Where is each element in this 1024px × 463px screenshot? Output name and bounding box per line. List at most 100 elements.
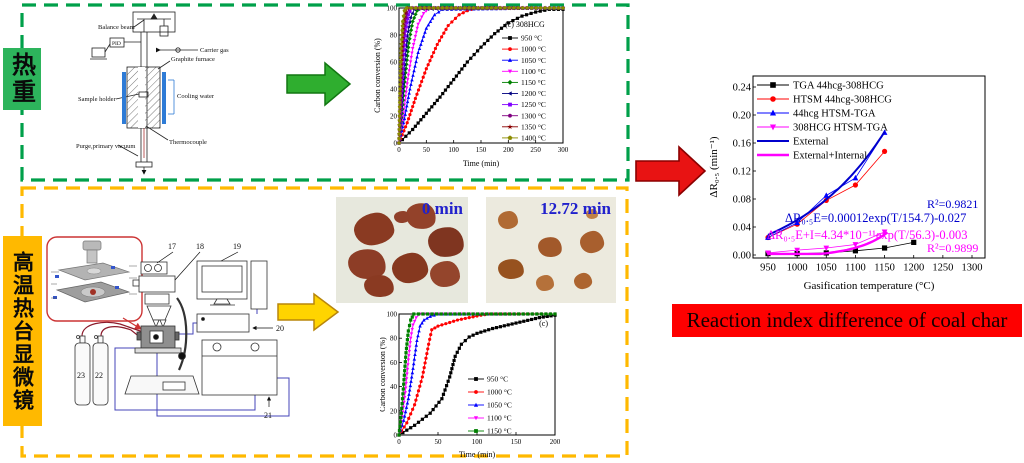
svg-text:Carbon conversion (%): Carbon conversion (%) [373,38,382,113]
svg-text:150: 150 [476,146,487,154]
svg-text:ΔR₀.₅E+I=4.34*10⁻¹¹exp(T/56.3): ΔR₀.₅E+I=4.34*10⁻¹¹exp(T/56.3)-0.003 [767,228,967,242]
gas-cylinders-drawing [74,335,109,406]
svg-text:1350 °C: 1350 °C [521,122,546,131]
svg-text:80: 80 [390,335,398,343]
svg-text:100: 100 [387,4,398,12]
svg-text:Time (min): Time (min) [459,450,496,459]
svg-text:60: 60 [390,359,398,367]
svg-text:(c) 308HCG: (c) 308HCG [505,20,545,29]
callout-21: 21 [264,411,272,420]
callout-23: 23 [77,371,85,380]
svg-text:950 °C: 950 °C [487,375,508,384]
computer-monitor-drawing [196,260,268,310]
svg-text:0.04: 0.04 [733,223,752,234]
svg-text:1150: 1150 [874,263,895,274]
chart-series [397,312,557,437]
char-particle [572,271,594,291]
svg-text:0: 0 [397,146,401,154]
char-particle [426,225,466,259]
callout-18: 18 [196,242,204,251]
svg-text:44hcg HTSM-TGA: 44hcg HTSM-TGA [793,109,876,120]
svg-text:50: 50 [423,146,431,154]
svg-text:60: 60 [390,58,398,66]
svg-text:1000: 1000 [787,263,808,274]
chart-legend: TGA 44hcg-308HCG HTSM 44hcg-308HCG 44hcg H… [757,81,892,162]
carrier-gas-label: Carrier gas [200,47,229,54]
svg-text:Carbon conversion (%): Carbon conversion (%) [380,337,387,412]
chart-legend: (c) 308HCG 950 °C 1000 °C 1050 °C 1100 °C 115… [502,20,546,143]
svg-text:1000 °C: 1000 °C [487,388,512,397]
svg-text:100: 100 [472,438,483,446]
svg-text:1150 °C: 1150 °C [487,427,512,436]
svg-text:1400 °C: 1400 °C [521,134,546,143]
microscope-drawing [124,261,200,395]
svg-text:1300: 1300 [962,263,983,274]
photo-time-label: 12.72 min [540,199,611,218]
tga-apparatus-schematic: Balance beam PID Carrier gas Graphite fu… [76,11,229,175]
svg-text:0.12: 0.12 [733,167,751,178]
tga-flow-arrow-icon [286,61,352,107]
tga-conversion-chart: 0 50 100 150 200 250 300 0 20 40 60 80 100 Time (min)… [373,4,569,168]
char-photo-12min: 12.72 min [486,197,616,303]
svg-text:0.16: 0.16 [733,139,751,150]
chart-axes: 0 50 100 150 200 250 300 0 20 40 60 80 100 Time (min)… [373,4,569,168]
char-particle [586,209,598,219]
htsm-section-label: 高温热台显微镜 [3,236,42,426]
svg-text:0: 0 [394,431,398,439]
chart-series [396,5,566,146]
graphite-furnace-label: Graphite furnace [171,56,215,63]
svg-text:50: 50 [435,438,443,446]
result-banner: Reaction index difference of coal char [672,304,1022,337]
svg-text:950 °C: 950 °C [521,34,542,43]
svg-text:250: 250 [530,146,541,154]
svg-text:200: 200 [503,146,514,154]
svg-text:20: 20 [390,112,398,120]
svg-text:0.00: 0.00 [733,251,751,262]
svg-text:0.24: 0.24 [733,83,752,94]
svg-text:External+Internal: External+Internal [793,151,867,162]
char-particle [390,251,430,285]
callout-19: 19 [233,242,241,251]
cooling-water-label: Cooling water [177,93,215,100]
chart-axes: 950 1000 1050 1100 1150 1200 1250 1300 0.00 0.04 0… [708,75,986,292]
htsm-apparatus-schematic: 17 18 19 20 21 22 23 [46,236,290,420]
svg-text:R²=0.9899: R²=0.9899 [927,241,978,255]
svg-text:1100: 1100 [845,263,866,274]
htsm-flow-arrow-icon [277,292,340,332]
svg-text:200: 200 [550,438,561,446]
svg-text:1200: 1200 [903,263,924,274]
reaction-index-chart: 950 1000 1050 1100 1150 1200 1250 1300 0.00 0.04 0… [708,75,986,292]
callout-20: 20 [276,324,284,333]
svg-text:1300 °C: 1300 °C [521,111,546,120]
svg-text:40: 40 [390,85,398,93]
svg-text:100: 100 [448,146,459,154]
svg-text:Time (min): Time (min) [463,159,500,168]
svg-text:20: 20 [390,407,398,415]
char-particle [362,273,396,299]
balance-beam-label: Balance beam [98,24,135,31]
svg-text:1050 °C: 1050 °C [521,56,546,65]
char-particle [578,229,606,255]
callout-22: 22 [95,371,103,380]
svg-text:External: External [793,137,829,148]
svg-text:1250 °C: 1250 °C [521,100,546,109]
char-particle [497,257,525,281]
svg-text:80: 80 [390,31,398,39]
photo-time-label: 0 min [421,199,463,218]
svg-text:1050: 1050 [816,263,837,274]
gas-device-box [201,339,278,396]
svg-text:ΔR₀.₅E=0.00012exp(T/154.7)-0.0: ΔR₀.₅E=0.00012exp(T/154.7)-0.027 [785,211,966,225]
tga-section-label: 热重 [3,48,41,110]
svg-text:1150 °C: 1150 °C [521,78,546,87]
svg-text:1100 °C: 1100 °C [487,414,512,423]
svg-text:0: 0 [397,438,401,446]
svg-text:950: 950 [760,263,776,274]
svg-text:1100 °C: 1100 °C [521,67,546,76]
char-particle [498,211,518,229]
svg-text:300: 300 [558,146,569,154]
pid-label: PID [112,41,121,47]
sample-holder-label: Sample holder [78,96,117,103]
controller-box [196,313,250,333]
svg-text:HTSM 44hcg-308HCG: HTSM 44hcg-308HCG [793,95,892,106]
